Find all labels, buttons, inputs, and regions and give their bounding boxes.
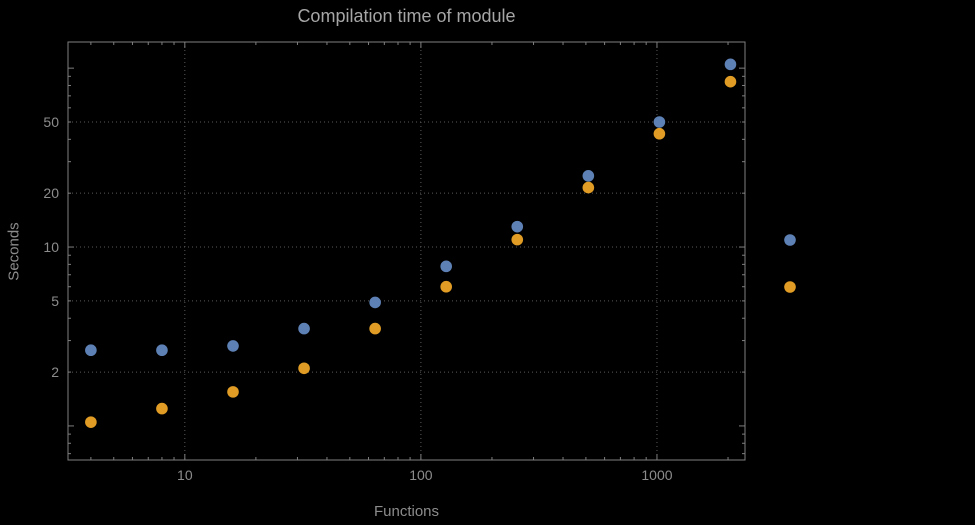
- data-point-series-1: [653, 116, 666, 128]
- x-axis-label: Functions: [373, 503, 440, 520]
- data-point-series-2: [511, 233, 524, 246]
- data-point-series-1: [440, 260, 453, 273]
- plot-frame: [67, 41, 746, 461]
- y-tick-label: 5: [51, 293, 59, 309]
- y-tick-label: 10: [43, 239, 59, 255]
- legend-marker-series-2: [784, 281, 796, 293]
- data-point-series-2: [724, 75, 737, 88]
- data-point-series-2: [582, 181, 595, 194]
- y-axis-label: Seconds: [5, 222, 23, 281]
- x-tick-label: 1000: [641, 467, 672, 483]
- data-point-series-2: [440, 280, 453, 293]
- x-tick-label: 100: [409, 467, 433, 483]
- data-point-series-2: [85, 416, 97, 428]
- y-tick-label: 50: [43, 114, 59, 130]
- data-point-series-1: [511, 220, 524, 233]
- x-tick-label: 10: [177, 467, 193, 483]
- data-point-series-1: [369, 296, 381, 309]
- data-point-series-1: [298, 322, 310, 335]
- data-point-series-2: [653, 127, 666, 140]
- legend-marker-series-1: [784, 234, 796, 246]
- y-tick-label: 20: [43, 185, 59, 201]
- data-point-series-1: [724, 58, 737, 71]
- data-point-series-1: [227, 340, 239, 352]
- data-point-series-1: [156, 344, 168, 357]
- chart-title: Compilation time of module: [297, 6, 516, 26]
- data-point-series-2: [369, 322, 381, 335]
- data-point-series-2: [298, 362, 310, 375]
- data-point-series-1: [85, 344, 97, 357]
- y-tick-label: 2: [51, 364, 59, 380]
- data-point-series-1: [582, 170, 595, 182]
- data-point-series-2: [156, 402, 168, 415]
- data-point-series-2: [227, 386, 239, 398]
